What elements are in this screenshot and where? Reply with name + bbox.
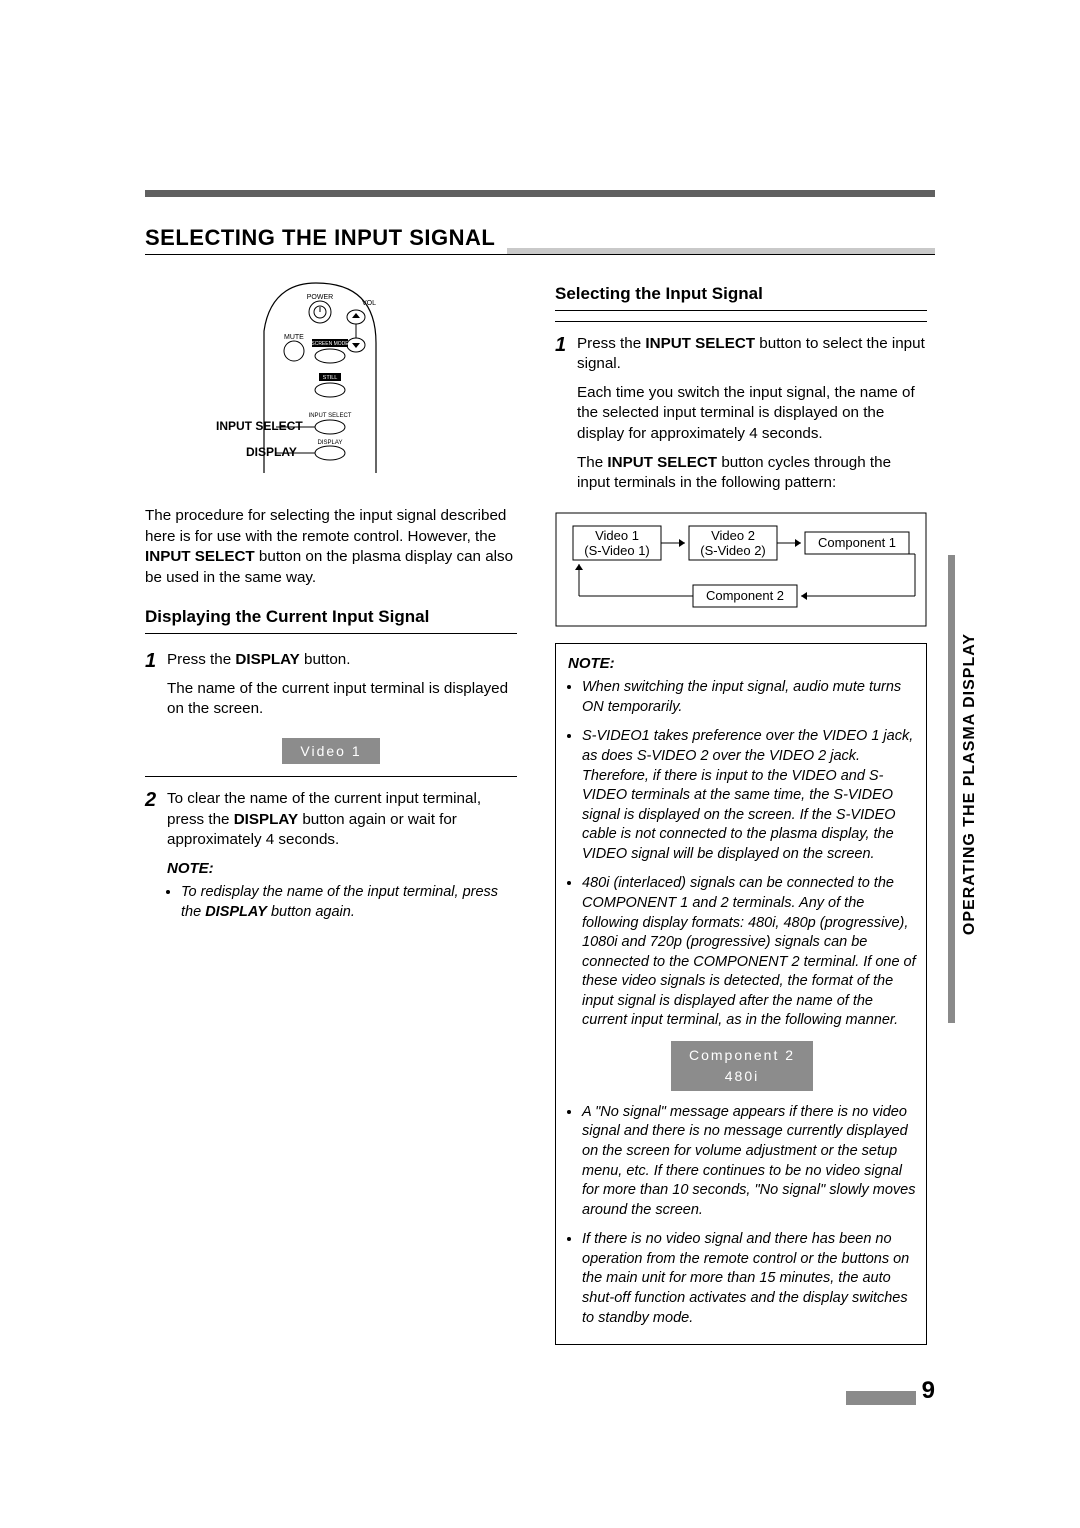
step-number-2: 2 xyxy=(145,789,167,932)
svg-text:Component 2: Component 2 xyxy=(706,588,784,603)
remote-diagram: POWER VOL MUTE SCREEN MODE xyxy=(145,277,517,482)
two-column-layout: POWER VOL MUTE SCREEN MODE xyxy=(145,277,935,1345)
screenmode-label: SCREEN MODE xyxy=(311,341,349,347)
right-subheading: Selecting the Input Signal xyxy=(555,283,927,311)
right-note-4: A "No signal" message appears if there i… xyxy=(582,1103,916,1220)
right-note-box: NOTE: When switching the input signal, a… xyxy=(555,643,927,1345)
step-number-1: 1 xyxy=(145,650,167,728)
right-note-1: When switching the input signal, audio m… xyxy=(582,678,916,717)
left-step-1: 1 Press the DISPLAY button. The name of … xyxy=(145,650,517,728)
right-column: Selecting the Input Signal 1 Press the I… xyxy=(555,277,927,1345)
intro-paragraph: The procedure for selecting the input si… xyxy=(145,506,517,588)
right-note-2: S-VIDEO1 takes preference over the VIDEO… xyxy=(582,727,916,864)
right-step-number-1: 1 xyxy=(555,334,577,502)
svg-text:(S-Video 1): (S-Video 1) xyxy=(584,543,650,558)
left-step1-p2: The name of the current input terminal i… xyxy=(167,679,517,720)
right-step1-p2: Each time you switch the input signal, t… xyxy=(577,383,927,445)
display-small-label: DISPLAY xyxy=(318,440,343,446)
top-rule xyxy=(145,190,935,197)
still-label: STILL xyxy=(323,375,338,381)
left-column: POWER VOL MUTE SCREEN MODE xyxy=(145,277,517,1345)
right-note-list-2: A "No signal" message appears if there i… xyxy=(568,1103,916,1328)
left-step-2: 2 To clear the name of the current input… xyxy=(145,789,517,932)
side-tab: OPERATING THE PLASMA DISPLAY xyxy=(961,633,981,935)
vol-label: VOL xyxy=(362,300,376,307)
osd-video1: Video 1 xyxy=(282,738,379,765)
right-note-title: NOTE: xyxy=(568,654,916,674)
flow-diagram: Video 1 (S-Video 1) Video 2 (S-Video 2) … xyxy=(555,512,927,627)
section-title-text: SELECTING THE INPUT SIGNAL xyxy=(145,225,495,251)
page-content: SELECTING THE INPUT SIGNAL POWER VOL xyxy=(145,190,935,1345)
left-note-title: NOTE: xyxy=(167,859,517,879)
inputselect-small-label: INPUT SELECT xyxy=(309,413,352,419)
right-divider-top xyxy=(555,321,927,322)
left-divider xyxy=(145,776,517,777)
callout-inputselect: INPUT SELECT xyxy=(216,419,303,433)
right-step-1: 1 Press the INPUT SELECT button to selec… xyxy=(555,334,927,502)
left-subheading: Displaying the Current Input Signal xyxy=(145,606,517,634)
mute-label: MUTE xyxy=(284,334,304,341)
right-step1-p3: The INPUT SELECT button cycles through t… xyxy=(577,453,927,494)
left-note-1: To redisplay the name of the input termi… xyxy=(181,883,517,922)
svg-text:Video 2: Video 2 xyxy=(711,528,755,543)
svg-text:Video 1: Video 1 xyxy=(595,528,639,543)
side-label: OPERATING THE PLASMA DISPLAY xyxy=(961,633,979,935)
osd-component2: Component 2 480i xyxy=(671,1041,813,1091)
side-bar xyxy=(948,555,955,1023)
page-number-wrap: 9 xyxy=(846,1377,935,1405)
left-note-list: To redisplay the name of the input termi… xyxy=(167,883,517,922)
right-note-5: If there is no video signal and there ha… xyxy=(582,1230,916,1328)
page-number: 9 xyxy=(922,1377,935,1405)
section-title: SELECTING THE INPUT SIGNAL xyxy=(145,225,935,255)
svg-text:Component 1: Component 1 xyxy=(818,535,896,550)
right-note-3: 480i (interlaced) signals can be connect… xyxy=(582,874,916,1031)
remote-svg: POWER VOL MUTE SCREEN MODE xyxy=(216,277,446,482)
right-note-list-1: When switching the input signal, audio m… xyxy=(568,678,916,1031)
power-label: POWER xyxy=(307,294,333,301)
callout-display: DISPLAY xyxy=(246,445,297,459)
svg-text:(S-Video 2): (S-Video 2) xyxy=(700,543,766,558)
